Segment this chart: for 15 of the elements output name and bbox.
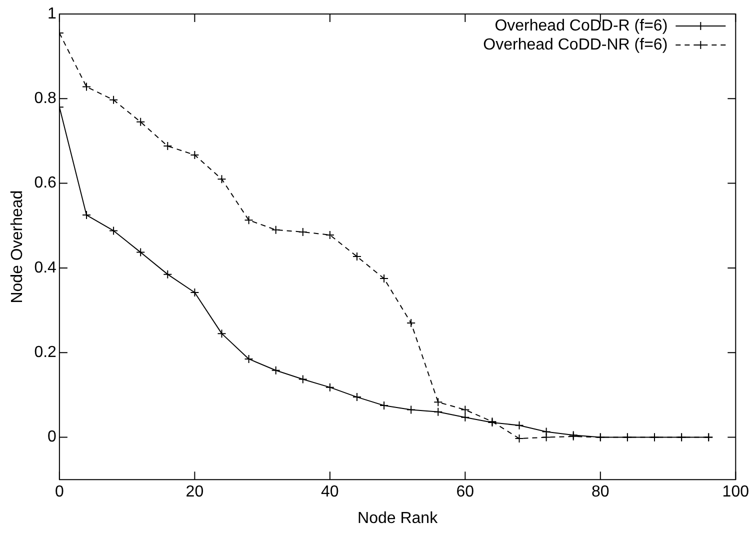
y-tick-label: 0.8 (34, 90, 57, 108)
y-tick-label: 0 (48, 428, 57, 446)
x-tick-label: 80 (592, 484, 610, 501)
x-tick-label: 60 (456, 484, 474, 501)
x-axis-title: Node Rank (358, 510, 439, 527)
legend-label: Overhead CoDD-NR (f=6) (483, 36, 668, 54)
y-tick-label: 0.2 (34, 344, 57, 362)
y-tick-label: 0.6 (34, 174, 57, 192)
y-axis-title: Node Overhead (9, 190, 26, 304)
x-tick-label: 100 (722, 484, 750, 501)
y-tick-label: 1 (48, 5, 57, 22)
x-tick-label: 20 (186, 484, 204, 501)
legend-label: Overhead CoDD-R (f=6) (494, 17, 668, 34)
x-tick-label: 40 (321, 484, 339, 501)
y-tick-label: 0.4 (34, 259, 57, 276)
